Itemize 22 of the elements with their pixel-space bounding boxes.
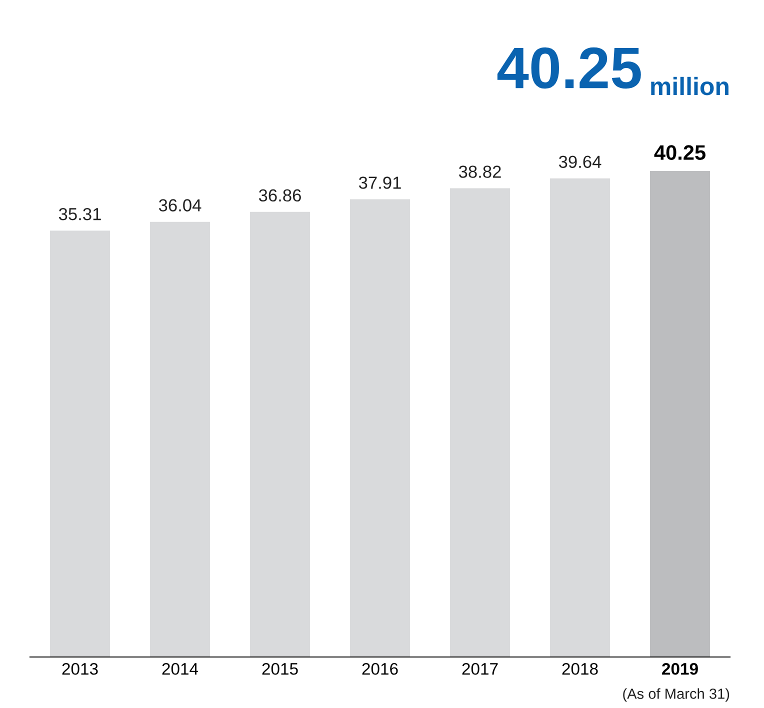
data-label: 38.82 (458, 166, 501, 178)
x-tick-label: 2015 (262, 662, 298, 675)
data-label: 36.86 (258, 189, 301, 202)
x-tick-label: 2017 (462, 662, 498, 675)
data-label: 39.64 (558, 156, 602, 168)
data-label: 36.04 (158, 199, 202, 212)
bar (350, 199, 410, 657)
x-tick-label: 2014 (162, 662, 198, 675)
bar (650, 171, 710, 657)
x-tick-label: 2013 (62, 662, 98, 675)
bar (50, 230, 110, 657)
x-tick-label: 2018 (562, 662, 598, 675)
bar (250, 212, 310, 657)
bar (450, 188, 510, 657)
text: (As of March 31) (623, 688, 730, 702)
data-label: 37.91 (358, 176, 401, 189)
x-tick-label: 2019 (662, 662, 698, 675)
bar (550, 178, 610, 657)
x-tick-label: 2016 (362, 662, 398, 675)
bar (150, 222, 210, 657)
data-label: 35.31 (58, 208, 101, 220)
data-label: 40.25 (654, 145, 706, 160)
